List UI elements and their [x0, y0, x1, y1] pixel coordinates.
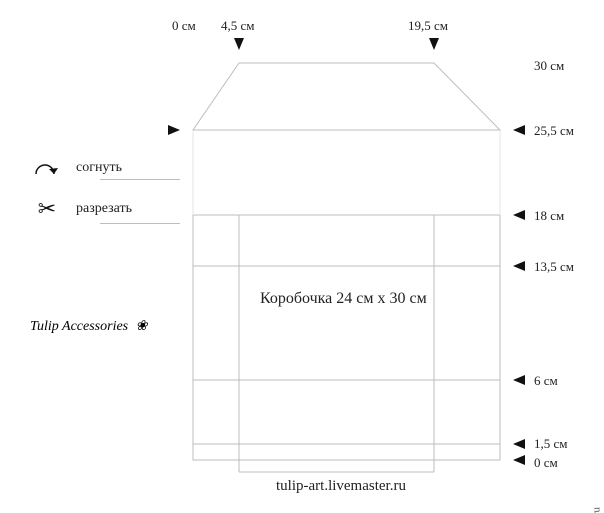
tulip-icon: ❀: [136, 319, 148, 334]
legend-cut: ✂ разрезать: [30, 198, 132, 220]
y-tick-6: 6 см: [534, 373, 558, 389]
x-tick-2: 19,5 см: [408, 18, 448, 34]
legend-fold-label: согнуть: [76, 160, 122, 176]
template-svg: [0, 0, 604, 513]
diagram-stage: 0 см 4,5 см 19,5 см 30 см 25,5 см 18 см …: [0, 0, 604, 513]
legend-cut-label: разрезать: [76, 201, 132, 217]
x-tick-1: 4,5 см: [221, 18, 255, 34]
brand-label: Tulip Accessories ❀: [30, 318, 147, 335]
y-tick-25-5: 25,5 см: [534, 123, 574, 139]
footer-url: tulip-art.livemaster.ru: [276, 478, 406, 495]
x-tick-0: 0 см: [172, 18, 196, 34]
legend-fold: согнуть: [30, 160, 122, 176]
box-title: Коробочка 24 см x 30 см: [260, 290, 427, 308]
side-credit: tulip-art.livemaster.ru: [590, 507, 602, 513]
y-tick-0: 0 см: [534, 455, 558, 471]
scissors-icon: ✂: [30, 198, 64, 220]
y-tick-18: 18 см: [534, 208, 564, 224]
y-tick-1-5: 1,5 см: [534, 436, 568, 452]
y-tick-30: 30 см: [534, 58, 564, 74]
brand-text: Tulip Accessories: [30, 319, 128, 334]
y-tick-13-5: 13,5 см: [534, 259, 574, 275]
